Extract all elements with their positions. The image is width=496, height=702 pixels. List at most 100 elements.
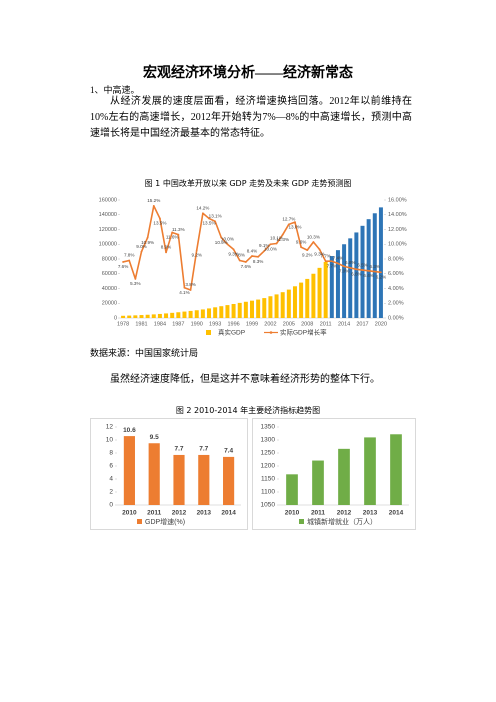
data-label: 7.0% — [339, 269, 349, 274]
y-tick-label: 6 — [109, 463, 113, 470]
line-point — [214, 220, 217, 223]
line-point — [380, 271, 382, 274]
data-label: 9.1% — [259, 243, 269, 248]
x-tick-label: 2008 — [301, 321, 313, 327]
data-label: 10.0% — [221, 236, 234, 241]
line-point — [226, 243, 229, 246]
data-label: 7.6% — [241, 264, 251, 269]
line-point — [244, 261, 247, 263]
bar — [366, 219, 371, 318]
legend-label: 城镇新增就业（万人） — [307, 517, 377, 526]
y2-tick-label: 8.00% — [388, 256, 404, 262]
chart: 0 2 4 6 8 10 12 2010 2011 2012 2013 2014 10.6 9.5 7.7 7… — [90, 418, 248, 530]
line-point — [251, 255, 253, 257]
data-label: 6.5% — [357, 262, 367, 267]
y-tick-label: 120000 — [99, 227, 117, 233]
bar — [360, 225, 365, 318]
y-tick-label: 0 — [109, 502, 113, 509]
line-point — [281, 233, 284, 236]
x-tick-label: 2020 — [375, 321, 387, 327]
bar — [188, 310, 193, 318]
y-tick-label: 80000 — [102, 256, 117, 262]
data-label: 9.2% — [192, 252, 202, 257]
data-label: 13.0% — [288, 224, 301, 229]
bar — [223, 456, 235, 505]
y-tick-label: 20000 — [102, 301, 117, 307]
data-label: 9.2% — [302, 252, 312, 257]
bar — [390, 434, 402, 505]
bar — [127, 315, 132, 318]
y-tick-label: 1300 — [261, 437, 276, 444]
line-point — [373, 270, 376, 273]
line-point — [171, 231, 174, 234]
bar — [151, 314, 156, 318]
bar — [123, 436, 135, 505]
bar — [323, 261, 328, 318]
data-label: 6.4% — [363, 273, 373, 278]
data-label: 9.6% — [296, 239, 306, 244]
data-label: 10.9% — [141, 240, 154, 245]
y-tick-label: 140000 — [99, 212, 117, 218]
x-tick-label: 2012 — [172, 510, 187, 517]
data-label: 14.2% — [196, 205, 209, 210]
y2-tick-label: 14.00% — [388, 212, 407, 218]
data-label: 9.5 — [150, 434, 159, 441]
line-point — [349, 266, 352, 269]
y-tick-label: 100000 — [99, 242, 117, 248]
y-tick-label: 1250 — [261, 450, 276, 457]
bar — [170, 312, 175, 318]
line-point — [195, 249, 198, 252]
bar — [133, 315, 138, 318]
line-point — [159, 217, 161, 220]
line-point — [183, 286, 186, 289]
figure-caption: 图 2 2010-2014 年主要经济指标趋势图 — [175, 406, 321, 415]
line-point — [337, 262, 339, 265]
legend-swatch — [206, 330, 211, 335]
line-point — [306, 249, 309, 252]
bar — [194, 310, 199, 318]
bar — [299, 282, 304, 318]
data-label: 7.4% — [333, 256, 343, 261]
y-tick-label: 12 — [106, 424, 114, 431]
y-tick-label: 1350 — [261, 424, 276, 431]
bar — [268, 296, 273, 318]
data-label: 6.2% — [376, 274, 386, 279]
line-point — [312, 241, 315, 243]
line-point — [294, 221, 296, 224]
x-tick-label: 1981 — [135, 321, 147, 327]
doc-title: 宏观经济环境分析——经济新常态 — [143, 66, 353, 81]
data-label: 13.5% — [153, 221, 166, 226]
y-tick-label: 60000 — [102, 271, 117, 277]
bar — [121, 315, 126, 318]
y-tick-label: 8 — [109, 450, 113, 457]
x-tick-label: 1996 — [227, 321, 239, 327]
y-tick-label: 1150 — [261, 476, 275, 483]
bar — [372, 213, 377, 318]
y-tick-label: 1100 — [261, 489, 275, 496]
line-point — [361, 269, 364, 271]
bar — [354, 232, 359, 318]
legend-swatch — [269, 331, 273, 334]
x-tick-label: 2005 — [283, 321, 295, 327]
data-label: 7.4 — [224, 448, 233, 455]
bar — [200, 309, 205, 318]
data-label: 9.3% — [228, 252, 238, 257]
y-tick-label: 1050 — [261, 502, 276, 509]
line-point — [287, 223, 290, 226]
paragraph: 从经济发展的速度层面看，经济增速换挡回落。2012年以前维持在10%左右的高速增… — [90, 96, 412, 139]
line-point — [134, 278, 137, 280]
line-point — [275, 242, 278, 245]
data-label: 3.8% — [185, 282, 195, 287]
bar — [317, 267, 322, 318]
bar — [292, 286, 297, 318]
x-tick-label: 2014 — [221, 510, 236, 517]
bar — [286, 289, 291, 318]
x-tick-label: 2014 — [389, 510, 404, 517]
line-point — [128, 259, 131, 262]
bar — [176, 312, 181, 318]
line-point — [208, 217, 210, 220]
bar — [342, 244, 347, 318]
line-point — [263, 249, 266, 252]
data-label: 7.7 — [174, 446, 183, 453]
paragraph: 虽然经济速度降低，但是这并不意味着经济形势的整体下行。 — [110, 374, 380, 385]
